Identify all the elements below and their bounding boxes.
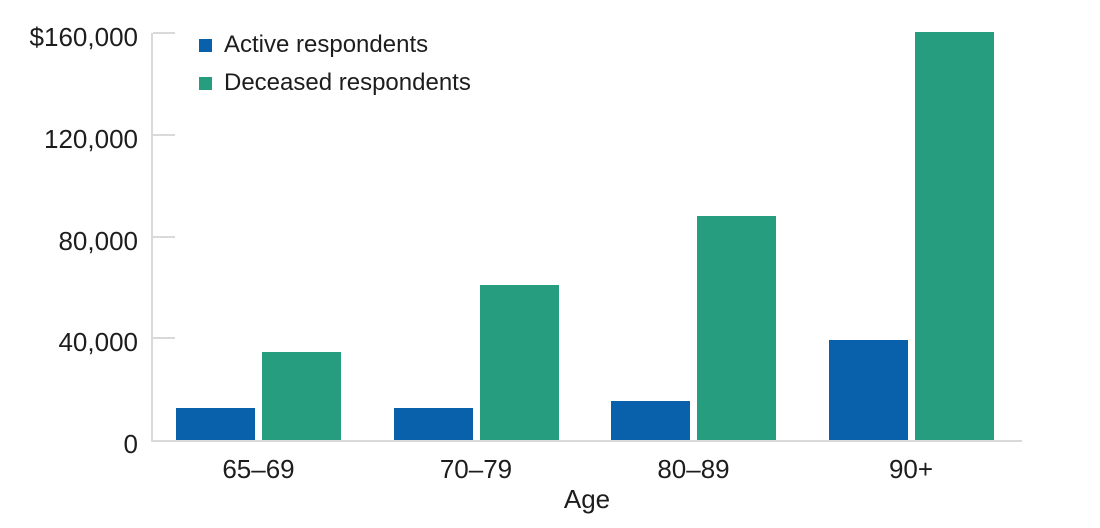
legend: Active respondents Deceased respondents (199, 30, 471, 106)
legend-swatch-active (199, 38, 212, 52)
y-axis-tick (153, 133, 175, 136)
legend-item-deceased: Deceased respondents (199, 68, 471, 98)
bar-active-respondents (393, 408, 473, 440)
legend-label-deceased: Deceased respondents (224, 69, 471, 96)
y-axis-tick-label: 40,000 (58, 327, 138, 358)
bar-deceased-respondents (262, 352, 341, 440)
legend-item-active: Active respondents (199, 30, 471, 60)
y-axis-tick-label: 0 (123, 429, 138, 459)
y-axis-tick-label: 80,000 (58, 225, 138, 256)
x-axis-category-label: 70–79 (439, 454, 513, 484)
legend-swatch-deceased (199, 76, 212, 90)
x-axis-category-label: 80–89 (657, 454, 730, 484)
y-axis-tick-label: $160,000 (29, 22, 138, 52)
bar-deceased-respondents (697, 216, 776, 440)
bar-active-respondents (611, 400, 690, 440)
bar-active-respondents (176, 408, 255, 440)
y-axis-labels: $160,000 120,000 80,000 40,000 0 (0, 0, 138, 470)
y-axis-tick (153, 235, 175, 238)
y-axis-tick-label: 120,000 (44, 123, 138, 154)
x-axis-category-label: 90+ (888, 454, 934, 484)
bar-active-respondents (828, 339, 908, 440)
x-axis-category-label: 65–69 (222, 454, 295, 484)
legend-label-active: Active respondents (224, 31, 429, 58)
x-axis-title: Age (563, 484, 611, 514)
plot-area (151, 31, 1022, 442)
bar-deceased-respondents (914, 31, 994, 440)
y-axis-tick (153, 337, 175, 340)
y-axis-tick (153, 32, 175, 34)
bar-deceased-respondents (479, 284, 559, 440)
